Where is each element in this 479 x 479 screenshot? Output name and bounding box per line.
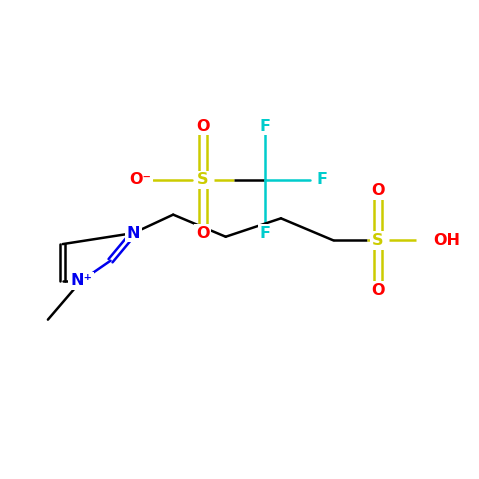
Text: O: O [371, 283, 385, 297]
Text: F: F [260, 226, 271, 240]
Text: O⁻: O⁻ [129, 172, 151, 187]
Text: OH: OH [433, 233, 460, 248]
Text: O: O [196, 119, 209, 134]
Text: O: O [371, 183, 385, 198]
Text: S: S [372, 233, 383, 248]
Text: N⁺: N⁺ [70, 274, 92, 288]
Text: S: S [197, 172, 208, 187]
Text: N: N [127, 226, 140, 240]
Text: F: F [317, 172, 328, 187]
Text: F: F [260, 119, 271, 134]
Text: O: O [196, 226, 209, 240]
